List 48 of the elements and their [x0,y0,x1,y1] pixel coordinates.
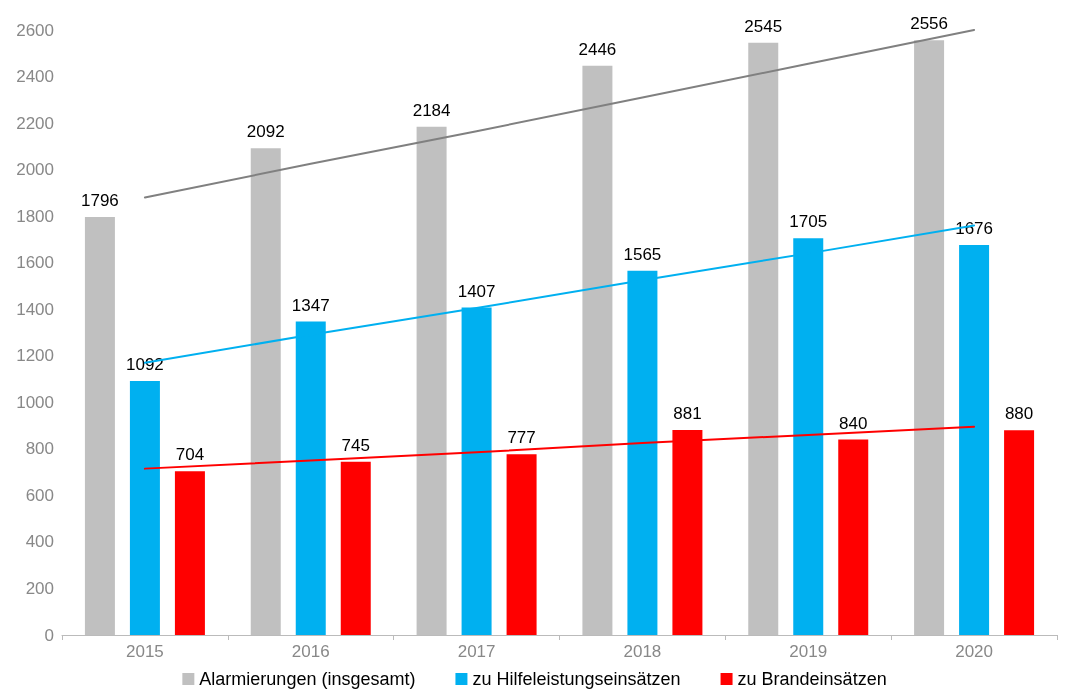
bar [174,471,205,635]
y-tick-label: 2200 [16,113,54,133]
y-tick-label: 2600 [16,20,54,40]
x-tick-label: 2016 [291,642,330,661]
data-label: 777 [507,428,536,448]
x-tick-label: 2015 [126,642,164,661]
data-label: 881 [673,404,702,423]
data-label: 840 [839,413,868,433]
data-label: 1347 [291,295,330,315]
y-tick-label: 400 [25,532,54,552]
data-label: 2092 [246,122,285,142]
data-label: 704 [175,445,205,465]
data-label: 2184 [412,100,451,120]
y-tick-label: 1000 [16,392,54,412]
y-tick-label: 1800 [16,206,54,226]
data-label: 1705 [789,212,828,232]
y-tick-label: 2000 [16,160,54,180]
x-tick-label: 2019 [789,642,828,661]
x-tick-label: 2017 [457,642,496,661]
data-label: 1092 [126,354,164,374]
legend-label: zu Hilfeleistungseinsätzen [472,669,681,689]
y-tick-label: 1200 [16,346,54,366]
y-tick-label: 800 [25,439,54,459]
data-label: 880 [1004,404,1034,424]
y-tick-label: 2400 [16,67,54,87]
y-tick-label: 200 [25,578,54,598]
x-tick-label: 2018 [623,642,662,661]
y-tick-label: 1400 [16,299,54,319]
data-label: 1565 [623,244,662,264]
y-tick-label: 600 [25,485,54,505]
x-tick-label: 2020 [955,642,993,661]
bar [506,454,537,635]
data-label: 2545 [744,16,783,36]
data-label: 1796 [81,191,119,211]
bar [1004,430,1035,635]
y-tick-label: 0 [44,625,54,645]
data-label: 1407 [457,281,496,301]
y-tick-label: 1600 [16,253,54,273]
bar [838,439,869,635]
legend-label: Alarmierungen (insgesamt) [199,669,416,689]
bar [129,380,160,635]
legend-label: zu Brandeinsätzen [737,669,887,689]
bar [959,245,990,635]
data-label: 2556 [910,14,948,34]
data-label: 2446 [578,39,617,59]
data-label: 745 [341,435,370,455]
data-label: 1676 [955,219,993,239]
bar [340,461,371,635]
